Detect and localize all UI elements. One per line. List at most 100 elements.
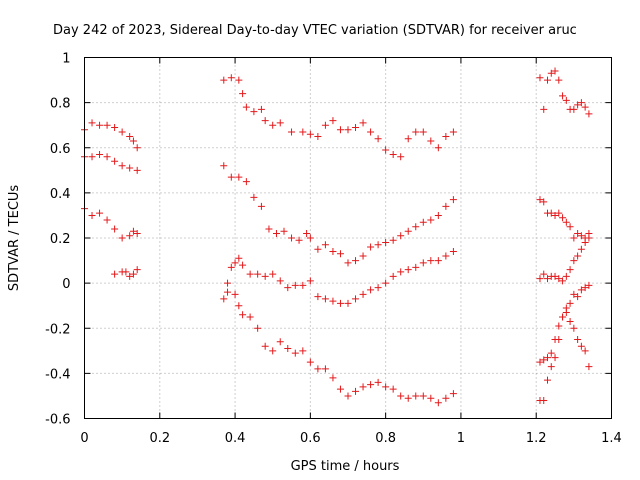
data-point-marker	[239, 90, 247, 98]
data-point-marker	[585, 363, 593, 371]
data-point-marker	[269, 347, 277, 355]
data-point-marker	[419, 218, 427, 226]
data-point-marker	[536, 275, 544, 283]
data-point-marker	[88, 119, 96, 127]
data-point-marker	[314, 245, 322, 253]
data-point-marker	[382, 383, 390, 391]
data-point-marker	[389, 236, 397, 244]
data-point-marker	[246, 313, 254, 321]
data-point-marker	[555, 209, 563, 217]
data-point-marker	[111, 225, 119, 233]
data-point-marker	[103, 153, 111, 161]
data-point-marker	[367, 286, 375, 294]
data-point-marker	[276, 277, 284, 285]
data-point-marker	[235, 76, 243, 84]
data-point-marker	[404, 266, 412, 274]
data-point-marker	[581, 239, 589, 247]
x-tick-label: 0.4	[225, 431, 246, 446]
data-point-marker	[412, 263, 420, 271]
data-point-marker	[272, 229, 280, 237]
data-point-marker	[555, 336, 563, 344]
x-tick-label: 1.2	[526, 431, 547, 446]
data-point-marker	[419, 128, 427, 136]
data-point-marker	[227, 173, 235, 181]
data-point-marker	[412, 223, 420, 231]
data-point-marker	[126, 232, 134, 240]
series-group	[536, 196, 593, 242]
series-group	[224, 279, 457, 407]
data-point-marker	[288, 234, 296, 242]
series-group	[81, 205, 141, 242]
data-point-marker	[544, 275, 552, 283]
data-point-marker	[329, 297, 337, 305]
data-point-marker	[585, 110, 593, 118]
data-point-marker	[220, 162, 228, 170]
y-tick-label: 0.8	[50, 97, 71, 112]
data-point-marker	[352, 295, 360, 303]
data-point-marker	[242, 103, 250, 111]
data-point-marker	[566, 223, 574, 231]
data-point-marker	[566, 266, 574, 274]
data-point-marker	[269, 270, 277, 278]
data-point-marker	[231, 290, 239, 298]
data-point-marker	[434, 144, 442, 152]
data-point-marker	[419, 259, 427, 267]
data-point-marker	[352, 257, 360, 265]
data-point-marker	[299, 347, 307, 355]
data-point-marker	[126, 272, 134, 280]
data-point-marker	[269, 121, 277, 129]
data-point-marker	[250, 193, 258, 201]
data-point-marker	[344, 259, 352, 267]
data-point-marker	[562, 272, 570, 280]
data-point-marker	[551, 67, 559, 75]
data-point-marker	[235, 254, 243, 262]
data-point-marker	[299, 128, 307, 136]
data-point-marker	[306, 130, 314, 138]
data-point-marker	[566, 299, 574, 307]
data-point-marker	[321, 365, 329, 373]
series-group	[220, 162, 457, 267]
data-point-marker	[562, 218, 570, 226]
data-point-marker	[352, 123, 360, 131]
data-point-marker	[574, 252, 582, 260]
data-point-marker	[427, 216, 435, 224]
data-point-marker	[336, 250, 344, 258]
data-point-marker	[551, 354, 559, 362]
data-point-marker	[359, 252, 367, 260]
series-group	[536, 234, 593, 285]
data-point-marker	[397, 392, 405, 400]
data-point-marker	[547, 209, 555, 217]
data-point-marker	[536, 196, 544, 204]
data-point-marker	[288, 128, 296, 136]
data-point-marker	[314, 365, 322, 373]
data-point-marker	[577, 245, 585, 253]
data-point-marker	[111, 270, 119, 278]
data-point-marker	[111, 123, 119, 131]
data-point-marker	[551, 211, 559, 219]
data-point-marker	[336, 299, 344, 307]
data-point-marker	[397, 232, 405, 240]
data-point-marker	[126, 132, 134, 140]
data-point-marker	[427, 137, 435, 145]
data-point-marker	[581, 284, 589, 292]
data-point-marker	[242, 178, 250, 186]
data-point-marker	[239, 311, 247, 319]
data-point-marker	[250, 108, 258, 116]
data-point-marker	[382, 146, 390, 154]
data-point-marker	[352, 387, 360, 395]
data-point-marker	[577, 286, 585, 294]
data-point-marker	[96, 209, 104, 217]
data-point-marker	[129, 270, 137, 278]
data-point-marker	[547, 363, 555, 371]
data-point-marker	[239, 261, 247, 269]
data-point-marker	[374, 135, 382, 143]
data-point-marker	[570, 234, 578, 242]
data-point-marker	[367, 381, 375, 389]
plot-frame	[84, 57, 612, 419]
data-point-marker	[314, 132, 322, 140]
data-point-marker	[235, 302, 243, 310]
data-point-marker	[581, 103, 589, 111]
data-point-marker	[303, 229, 311, 237]
data-point-marker	[559, 92, 567, 100]
data-point-marker	[88, 211, 96, 219]
